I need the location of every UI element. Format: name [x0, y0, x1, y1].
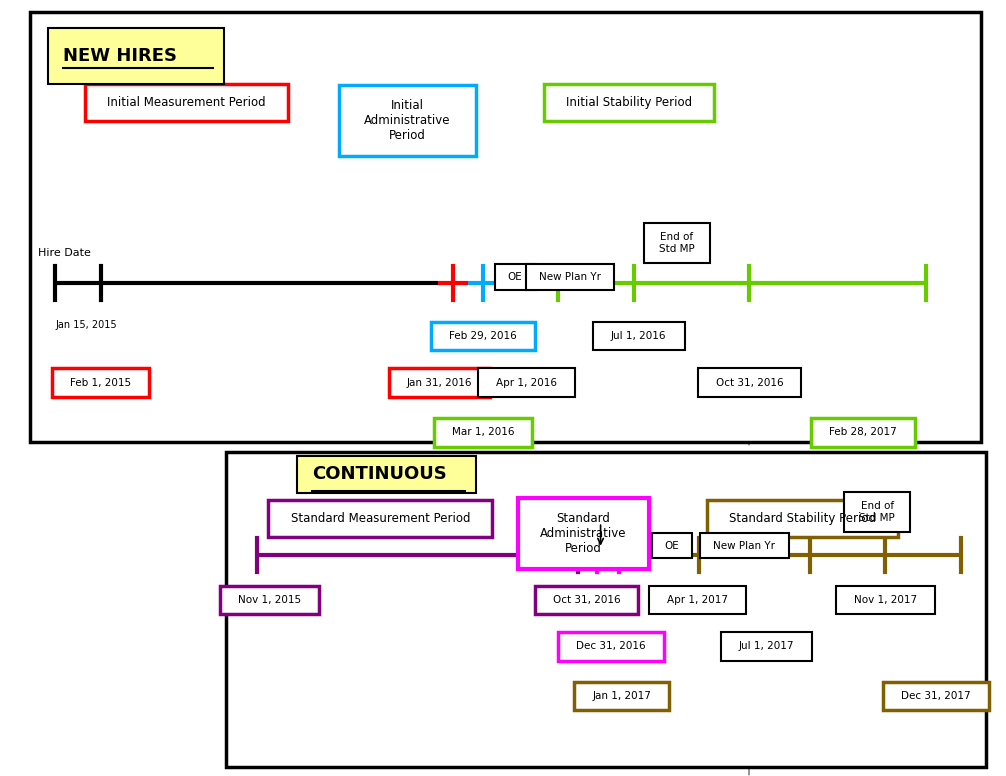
Bar	[431, 322, 535, 350]
Text: OE: OE	[665, 541, 679, 550]
Text: Oct 31, 2016: Oct 31, 2016	[715, 378, 784, 387]
Text: Hire Date: Hire Date	[38, 248, 92, 258]
Text: Jan 15, 2015: Jan 15, 2015	[55, 320, 117, 331]
Bar	[836, 586, 935, 614]
Bar	[649, 586, 745, 614]
Bar	[434, 418, 532, 446]
Bar	[707, 501, 898, 536]
Text: OE: OE	[508, 272, 522, 282]
Text: New Plan Yr: New Plan Yr	[713, 541, 776, 550]
Text: Initial
Administrative
Period: Initial Administrative Period	[364, 99, 451, 142]
Bar	[574, 682, 669, 710]
Bar	[339, 85, 476, 156]
Bar	[52, 369, 149, 397]
Text: Mar 1, 2016: Mar 1, 2016	[452, 428, 514, 437]
Text: Jan 31, 2016: Jan 31, 2016	[406, 378, 473, 387]
Bar	[697, 369, 802, 397]
Text: Oct 31, 2016: Oct 31, 2016	[552, 595, 621, 605]
Bar	[720, 632, 813, 660]
Bar	[478, 369, 574, 397]
Bar	[700, 533, 789, 558]
Text: End of
Std MP: End of Std MP	[859, 501, 895, 523]
Bar	[652, 533, 692, 558]
Bar	[882, 682, 989, 710]
Text: Dec 31, 2017: Dec 31, 2017	[900, 691, 971, 701]
Text: Initial Stability Period: Initial Stability Period	[565, 96, 692, 109]
Text: Dec 31, 2016: Dec 31, 2016	[575, 642, 646, 651]
Text: Standard Stability Period: Standard Stability Period	[729, 512, 876, 525]
Bar	[811, 418, 915, 446]
Bar	[85, 84, 288, 121]
Text: NEW HIRES: NEW HIRES	[63, 47, 177, 65]
Bar	[30, 12, 981, 442]
Bar	[543, 84, 714, 121]
Bar	[518, 498, 649, 570]
Bar	[593, 322, 685, 350]
Text: Jul 1, 2016: Jul 1, 2016	[611, 331, 667, 341]
Text: Nov 1, 2017: Nov 1, 2017	[854, 595, 916, 605]
Bar	[269, 501, 492, 536]
Bar	[226, 452, 986, 767]
Text: Initial Measurement Period: Initial Measurement Period	[107, 96, 266, 109]
Bar	[48, 28, 224, 84]
Bar	[557, 632, 664, 660]
Text: End of
Std MP: End of Std MP	[659, 232, 695, 254]
Bar	[644, 223, 710, 263]
Bar	[534, 586, 639, 614]
Text: CONTINUOUS: CONTINUOUS	[312, 465, 447, 483]
Text: Standard
Administrative
Period: Standard Administrative Period	[540, 512, 627, 556]
Text: Jul 1, 2017: Jul 1, 2017	[738, 642, 795, 651]
Bar	[388, 369, 491, 397]
Bar	[844, 492, 910, 532]
Text: Standard Measurement Period: Standard Measurement Period	[291, 512, 470, 525]
Text: Feb 1, 2015: Feb 1, 2015	[70, 378, 131, 387]
Text: Apr 1, 2017: Apr 1, 2017	[667, 595, 727, 605]
Bar	[495, 265, 535, 289]
Text: Feb 28, 2017: Feb 28, 2017	[829, 428, 897, 437]
Text: Jan 1, 2017: Jan 1, 2017	[593, 691, 651, 701]
Bar	[297, 456, 476, 493]
Text: Nov 1, 2015: Nov 1, 2015	[238, 595, 301, 605]
Bar	[220, 586, 319, 614]
Text: New Plan Yr: New Plan Yr	[539, 272, 602, 282]
Text: Apr 1, 2016: Apr 1, 2016	[496, 378, 556, 387]
Text: Feb 29, 2016: Feb 29, 2016	[449, 331, 517, 341]
Bar	[526, 265, 615, 289]
